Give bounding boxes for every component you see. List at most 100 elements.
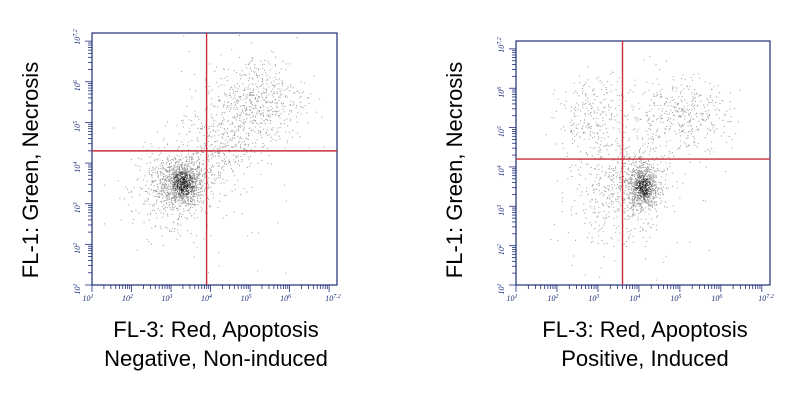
- data-point: [651, 191, 653, 193]
- data-point: [555, 110, 557, 112]
- data-point: [244, 143, 246, 145]
- data-point: [155, 191, 157, 193]
- data-point: [642, 179, 644, 180]
- data-point: [599, 211, 601, 213]
- data-point: [117, 180, 119, 182]
- data-point: [272, 139, 274, 141]
- data-point: [651, 186, 653, 188]
- data-point: [197, 217, 199, 219]
- data-point: [679, 124, 680, 126]
- data-point: [180, 172, 182, 174]
- data-point: [230, 87, 232, 89]
- data-point: [168, 198, 170, 200]
- data-point: [265, 88, 267, 90]
- data-point: [172, 192, 174, 194]
- data-point: [179, 166, 181, 167]
- data-point: [202, 175, 203, 177]
- data-point: [172, 172, 174, 173]
- data-point: [183, 194, 185, 196]
- data-point: [175, 158, 177, 160]
- data-point: [164, 185, 166, 187]
- data-point: [678, 96, 680, 98]
- data-point: [639, 180, 640, 182]
- data-point: [223, 117, 224, 119]
- data-point: [655, 189, 657, 191]
- data-point: [596, 142, 598, 144]
- data-point: [636, 166, 638, 168]
- data-point: [172, 180, 174, 182]
- data-point: [630, 192, 632, 194]
- data-point: [169, 208, 171, 210]
- data-point: [632, 202, 634, 204]
- data-point: [131, 196, 133, 198]
- data-point: [182, 144, 184, 145]
- data-point: [180, 159, 182, 161]
- data-point: [611, 238, 613, 240]
- data-point: [249, 88, 251, 90]
- data-point: [195, 184, 197, 186]
- data-point: [265, 92, 267, 94]
- data-point: [645, 181, 647, 183]
- data-point: [717, 85, 719, 86]
- data-point: [188, 178, 190, 179]
- data-point: [619, 153, 621, 155]
- data-point: [665, 111, 667, 112]
- data-point: [261, 146, 263, 148]
- data-point: [257, 162, 259, 164]
- data-point: [596, 96, 598, 97]
- data-point: [639, 185, 641, 187]
- data-point: [177, 171, 179, 173]
- data-point: [618, 188, 620, 190]
- data-point: [286, 118, 288, 120]
- data-point: [250, 130, 252, 132]
- data-point: [244, 89, 246, 91]
- data-point: [218, 171, 219, 173]
- data-point: [229, 105, 231, 107]
- data-point: [209, 204, 211, 206]
- data-point: [618, 239, 620, 241]
- data-point: [232, 116, 234, 118]
- data-point: [272, 111, 274, 113]
- data-point: [163, 162, 165, 164]
- data-point: [640, 167, 642, 169]
- data-point: [194, 181, 196, 183]
- data-point: [252, 129, 254, 131]
- data-point: [637, 195, 639, 197]
- data-point: [181, 191, 183, 193]
- data-point: [159, 180, 161, 182]
- data-point: [638, 157, 640, 159]
- data-point: [162, 139, 164, 141]
- data-point: [166, 202, 168, 204]
- data-point: [237, 155, 239, 157]
- data-point: [260, 122, 262, 124]
- data-point: [265, 97, 267, 99]
- data-point: [174, 180, 176, 182]
- data-point: [644, 183, 646, 185]
- data-point: [185, 191, 187, 193]
- data-point: [619, 202, 621, 204]
- data-point: [612, 168, 614, 170]
- data-point: [168, 160, 169, 162]
- data-point: [176, 196, 178, 198]
- data-point: [178, 146, 180, 148]
- data-point: [694, 94, 695, 95]
- data-point: [600, 102, 602, 104]
- data-point: [637, 182, 639, 184]
- data-point: [254, 98, 256, 100]
- data-point: [290, 110, 292, 112]
- data-point: [604, 187, 606, 189]
- data-point: [214, 141, 216, 143]
- data-point: [194, 189, 196, 191]
- data-point: [662, 189, 663, 191]
- data-point: [190, 168, 192, 170]
- data-point: [157, 177, 159, 179]
- data-point: [267, 61, 269, 63]
- data-point: [632, 159, 634, 161]
- data-point: [579, 82, 581, 84]
- data-point: [152, 181, 154, 183]
- data-point: [174, 157, 176, 159]
- data-point: [639, 173, 641, 175]
- data-point: [589, 173, 591, 175]
- data-point: [191, 172, 193, 174]
- data-point: [664, 201, 666, 203]
